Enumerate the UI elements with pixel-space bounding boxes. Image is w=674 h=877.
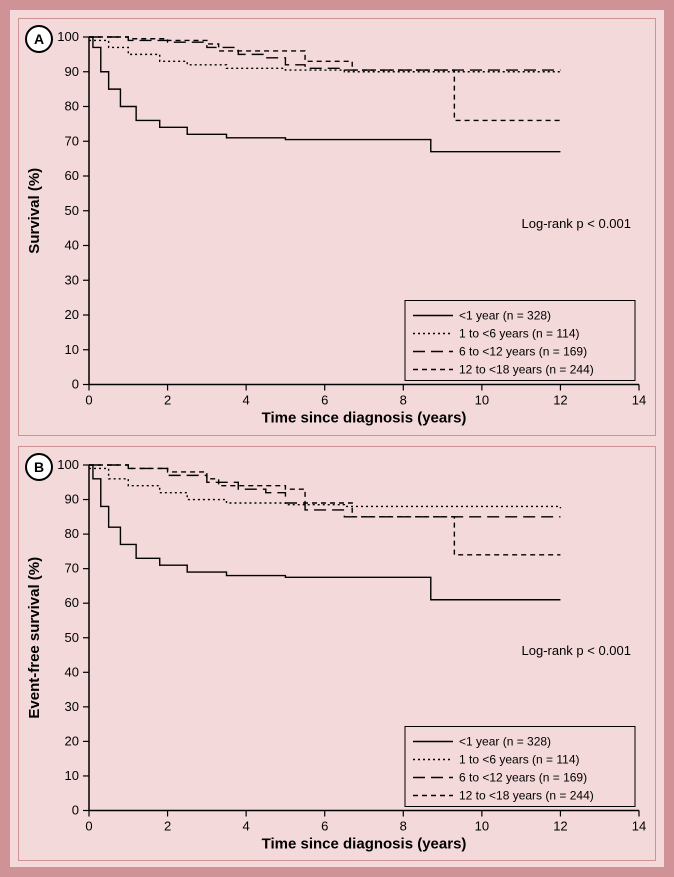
- svg-text:1 to <6 years (n = 114): 1 to <6 years (n = 114): [459, 752, 580, 766]
- svg-text:2: 2: [164, 818, 171, 833]
- svg-text:0: 0: [72, 377, 79, 392]
- svg-text:10: 10: [475, 818, 489, 833]
- svg-text:6: 6: [321, 818, 328, 833]
- svg-text:60: 60: [65, 595, 79, 610]
- svg-text:100: 100: [57, 29, 79, 44]
- svg-text:40: 40: [65, 238, 79, 253]
- svg-text:14: 14: [632, 818, 646, 833]
- svg-text:60: 60: [65, 168, 79, 183]
- svg-text:80: 80: [65, 526, 79, 541]
- svg-text:10: 10: [65, 767, 79, 782]
- figure-frame: A 024681012140102030405060708090100Time …: [0, 0, 674, 877]
- svg-text:80: 80: [65, 99, 79, 114]
- svg-text:90: 90: [65, 491, 79, 506]
- svg-text:<1 year (n = 328): <1 year (n = 328): [459, 734, 551, 748]
- svg-text:Event-free survival (%): Event-free survival (%): [26, 556, 43, 718]
- svg-text:6 to <12 years (n = 169): 6 to <12 years (n = 169): [459, 770, 587, 784]
- svg-text:4: 4: [243, 393, 250, 408]
- svg-text:0: 0: [85, 393, 92, 408]
- svg-text:12 to <18 years (n = 244): 12 to <18 years (n = 244): [459, 363, 594, 377]
- panel-b-badge: B: [25, 453, 53, 481]
- svg-text:Survival (%): Survival (%): [26, 168, 43, 254]
- svg-text:6: 6: [321, 393, 328, 408]
- svg-text:40: 40: [65, 664, 79, 679]
- panel-a-badge: A: [25, 25, 53, 53]
- chart-a: 0 2 4 6 8 10 12 14 0 10 20 30 40 50 60 70 80 90 100 Time si…: [19, 19, 657, 435]
- svg-text:70: 70: [65, 133, 79, 148]
- svg-text:1 to <6 years (n = 114): 1 to <6 years (n = 114): [459, 327, 580, 341]
- svg-text:4: 4: [243, 818, 250, 833]
- svg-text:Time since diagnosis (years): Time since diagnosis (years): [262, 410, 467, 427]
- svg-text:100: 100: [57, 457, 79, 472]
- svg-text:50: 50: [65, 629, 79, 644]
- svg-text:30: 30: [65, 698, 79, 713]
- svg-text:50: 50: [65, 203, 79, 218]
- svg-text:8: 8: [400, 818, 407, 833]
- svg-text:Time since diagnosis (years): Time since diagnosis (years): [262, 835, 467, 852]
- svg-text:12: 12: [553, 818, 567, 833]
- svg-text:10: 10: [65, 342, 79, 357]
- svg-text:14: 14: [632, 393, 646, 408]
- svg-text:0: 0: [72, 802, 79, 817]
- svg-text:6 to <12 years (n = 169): 6 to <12 years (n = 169): [459, 345, 587, 359]
- svg-text:Log-rank p < 0.001: Log-rank p < 0.001: [522, 643, 632, 658]
- svg-text:70: 70: [65, 560, 79, 575]
- svg-text:20: 20: [65, 307, 79, 322]
- svg-text:8: 8: [400, 393, 407, 408]
- svg-text:12 to <18 years (n = 244): 12 to <18 years (n = 244): [459, 788, 594, 802]
- panel-a: A 0 2 4 6 8 10 12 14 0 10 20 30 40 50 60 70 80 90 100 Time …: [18, 18, 656, 436]
- svg-text:90: 90: [65, 64, 79, 79]
- svg-text:<1 year (n = 328): <1 year (n = 328): [459, 309, 551, 323]
- chart-b: 0 2 4 6 8 10 12 14 0 10 20 30 40 50 60 70 80 90 100 Time si…: [19, 447, 657, 861]
- svg-text:30: 30: [65, 272, 79, 287]
- svg-text:10: 10: [475, 393, 489, 408]
- svg-text:0: 0: [85, 818, 92, 833]
- svg-text:20: 20: [65, 733, 79, 748]
- svg-text:2: 2: [164, 393, 171, 408]
- panel-b: B 0 2 4 6 8 10 12 14 0 10 20 30 40 50 60 70 80 90 100 Time …: [18, 446, 656, 862]
- svg-text:Log-rank p < 0.001: Log-rank p < 0.001: [522, 216, 632, 231]
- svg-text:12: 12: [553, 393, 567, 408]
